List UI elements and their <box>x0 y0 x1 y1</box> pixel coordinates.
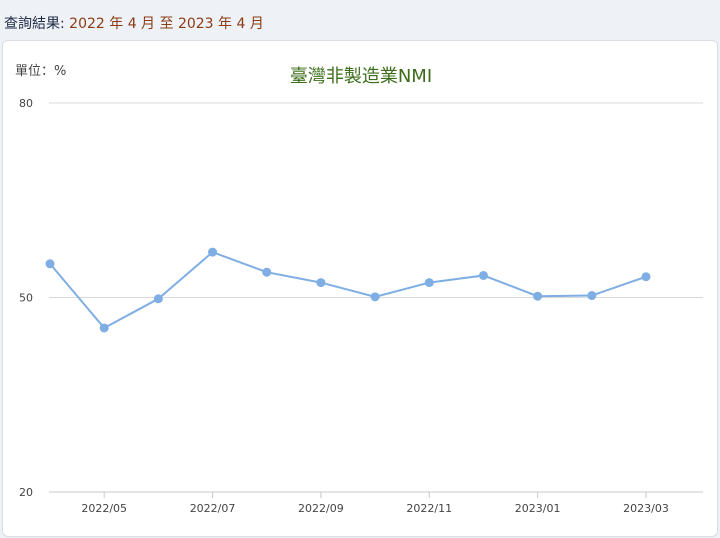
y-tick-label: 50 <box>19 292 33 305</box>
x-tick-label: 2023/03 <box>623 502 669 515</box>
query-result-text: 查詢結果: 2022 年 4 月 至 2023 年 4 月 <box>4 13 264 33</box>
data-point[interactable] <box>45 259 55 269</box>
unit-label: 單位：% <box>15 64 66 79</box>
chart-title: 臺灣非製造業NMI <box>290 66 432 87</box>
x-axis-ticks: 2022/05 2022/07 2022/09 2022/11 2023/01 2023/… <box>81 492 669 515</box>
query-range: 2022 年 4 月 至 2023 年 4 月 <box>69 16 264 32</box>
x-tick-label: 2022/07 <box>190 502 236 515</box>
series-nmi <box>45 247 651 333</box>
x-tick-label: 2022/05 <box>81 502 127 515</box>
query-label: 查詢結果: <box>4 16 65 32</box>
data-point[interactable] <box>370 292 380 302</box>
data-point[interactable] <box>641 272 651 282</box>
x-tick-label: 2022/11 <box>406 502 452 515</box>
series-line <box>49 250 647 330</box>
y-tick-label: 80 <box>19 97 33 110</box>
query-header: 查詢結果: 2022 年 4 月 至 2023 年 4 月 <box>0 0 720 40</box>
data-point[interactable] <box>424 278 434 288</box>
data-point[interactable] <box>153 294 163 304</box>
y-axis-ticks: 80 50 20 <box>19 97 33 499</box>
data-point[interactable] <box>208 247 218 257</box>
data-point[interactable] <box>99 323 109 333</box>
chart-panel: 單位：% 臺灣非製造業NMI 80 50 20 2022/05 2022/07 2022… <box>2 40 718 537</box>
x-tick-label: 2023/01 <box>515 502 561 515</box>
data-point[interactable] <box>316 278 326 288</box>
data-point[interactable] <box>587 291 597 301</box>
data-point[interactable] <box>478 270 488 280</box>
x-tick-label: 2022/09 <box>298 502 344 515</box>
data-point[interactable] <box>262 267 272 277</box>
y-tick-label: 20 <box>19 486 33 499</box>
data-point[interactable] <box>533 291 543 301</box>
